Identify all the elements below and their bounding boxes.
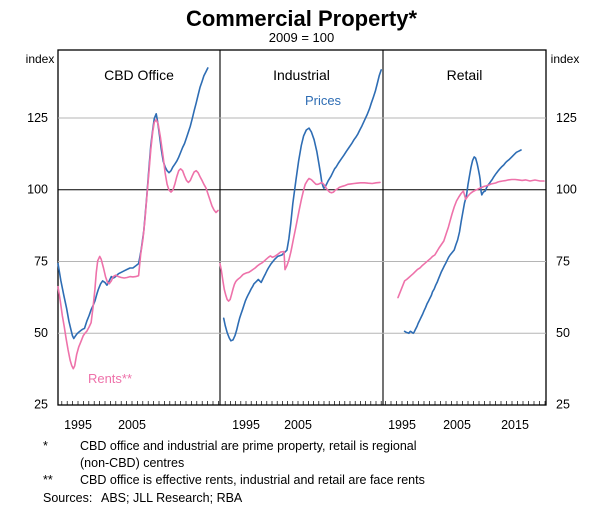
svg-text:25: 25 [34,398,48,412]
svg-text:75: 75 [34,255,48,269]
svg-text:(non-CBD) centres: (non-CBD) centres [80,456,184,470]
svg-text:ABS; JLL Research; RBA: ABS; JLL Research; RBA [101,491,243,505]
svg-text:2005: 2005 [443,418,471,432]
svg-text:Sources:: Sources: [43,491,92,505]
svg-text:100: 100 [27,183,48,197]
svg-text:1995: 1995 [388,418,416,432]
svg-text:25: 25 [556,398,570,412]
svg-text:2005: 2005 [118,418,146,432]
svg-text:Industrial: Industrial [273,67,330,83]
svg-text:**: ** [43,473,53,487]
svg-text:Prices: Prices [305,93,342,108]
svg-text:Retail: Retail [447,67,483,83]
svg-text:index: index [26,52,55,66]
svg-text:1995: 1995 [232,418,260,432]
svg-text:index: index [551,52,580,66]
svg-text:*: * [43,439,48,453]
svg-text:100: 100 [556,183,577,197]
svg-text:50: 50 [34,326,48,340]
svg-text:2005: 2005 [284,418,312,432]
svg-text:75: 75 [556,255,570,269]
svg-text:CBD office and industrial are: CBD office and industrial are prime prop… [80,439,417,453]
svg-text:Rents**: Rents** [88,371,132,386]
svg-text:CBD Office: CBD Office [104,67,174,83]
svg-text:125: 125 [556,111,577,125]
svg-text:1995: 1995 [64,418,92,432]
svg-text:50: 50 [556,326,570,340]
svg-text:125: 125 [27,111,48,125]
svg-text:CBD office is effective rents,: CBD office is effective rents, industria… [80,473,425,487]
svg-text:2015: 2015 [501,418,529,432]
